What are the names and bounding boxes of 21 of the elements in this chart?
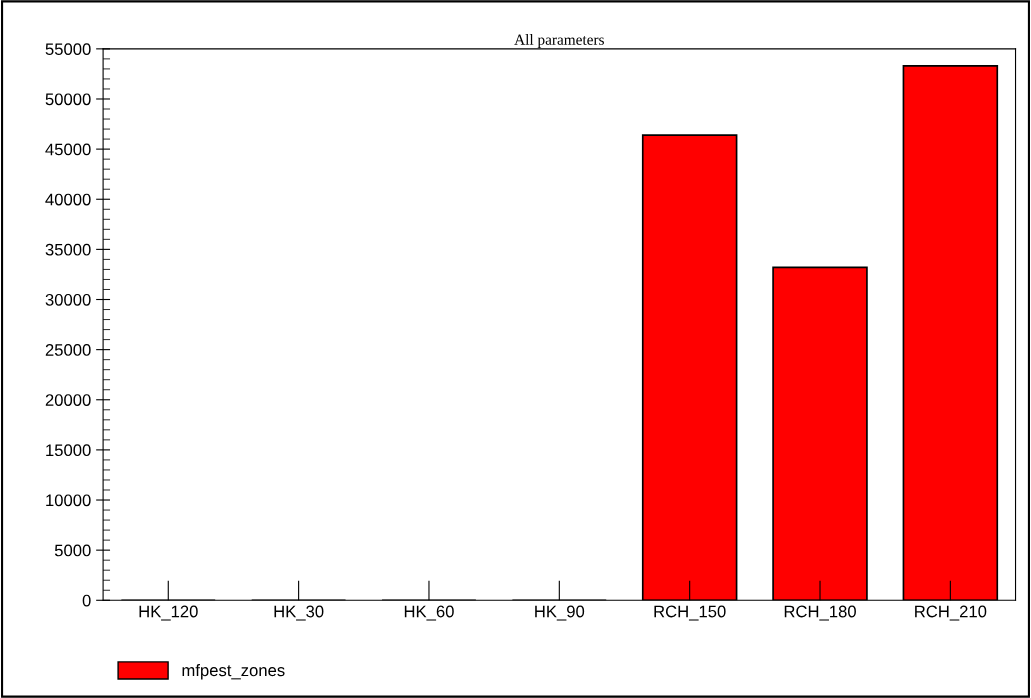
x-tick-label: RCH_180 xyxy=(784,605,856,621)
y-tick-label: 30000 xyxy=(45,293,91,306)
y-tick-label: 55000 xyxy=(45,43,91,56)
y-tick-label: 45000 xyxy=(45,143,91,156)
x-tick-label: HK_120 xyxy=(139,605,198,621)
x-tick-label: HK_90 xyxy=(535,605,585,621)
y-tick-label: 10000 xyxy=(46,494,91,507)
y-tick-label: 15000 xyxy=(46,444,91,457)
y-tick-label: 0 xyxy=(82,594,91,607)
y-tick-label: 5000 xyxy=(54,544,91,557)
y-tick-label: 40000 xyxy=(45,193,91,206)
y-tick-label: 35000 xyxy=(45,243,91,256)
chart-title: All parameters xyxy=(514,34,604,48)
x-tick-label: HK_30 xyxy=(274,605,324,621)
x-tick-label: RCH_150 xyxy=(654,605,726,621)
legend-label: mfpest_zones xyxy=(182,663,285,680)
x-tick-label: HK_60 xyxy=(404,605,454,621)
y-tick-label: 20000 xyxy=(45,394,91,406)
y-tick-label: 25000 xyxy=(45,344,91,356)
x-tick-label: RCH_210 xyxy=(915,605,987,621)
y-tick-label: 50000 xyxy=(45,93,91,106)
